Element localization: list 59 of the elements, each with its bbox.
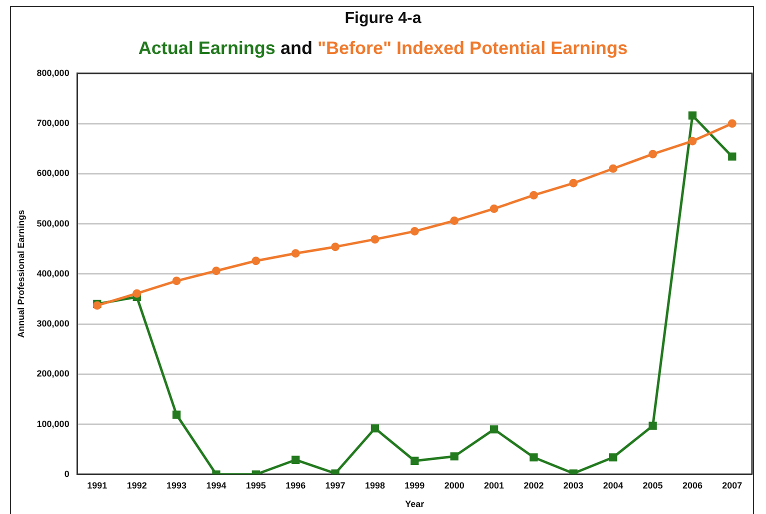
point: [450, 452, 458, 460]
x-tick-label: 1998: [364, 480, 385, 490]
point: [410, 227, 419, 236]
x-tick-label: 1994: [206, 480, 226, 490]
text: Actual Earnings: [138, 38, 276, 58]
point: [172, 276, 181, 286]
x-tick-label: 1999: [404, 480, 425, 490]
point: [370, 235, 380, 244]
point: [252, 256, 260, 266]
point: [490, 204, 498, 213]
y-tick-label: 700,000: [36, 118, 70, 128]
y-axis-title: Annual Professional Earnings: [16, 210, 26, 338]
point: [450, 216, 459, 226]
x-tick-label: 2004: [603, 480, 624, 490]
chart-title: Figure 4-a: [344, 10, 422, 28]
point: [609, 453, 618, 462]
x-tick-label: 1992: [126, 480, 147, 490]
text: "Before" Indexed Potential Earnings: [317, 38, 628, 58]
point: [648, 422, 657, 430]
point: [529, 190, 538, 200]
text: and: [279, 38, 314, 58]
x-tick-label: 1993: [166, 480, 187, 490]
x-tick-label: 1996: [286, 480, 306, 490]
x-tick-label: 2000: [444, 480, 464, 490]
x-tick-label: 2006: [682, 480, 702, 490]
x-tick-label: 2002: [524, 480, 544, 490]
point: [132, 289, 142, 298]
y-tick-label: 800,000: [36, 68, 70, 78]
x-tick-label: 2005: [642, 480, 663, 490]
point: [370, 424, 380, 432]
point: [291, 249, 300, 258]
x-tick-label: 1995: [246, 480, 266, 490]
x-tick-label: 1991: [87, 480, 108, 490]
point: [728, 119, 736, 128]
point: [212, 266, 220, 276]
x-tick-label: 2003: [563, 480, 584, 490]
point: [490, 425, 498, 434]
x-axis-title: Year: [405, 499, 425, 510]
point: [608, 164, 618, 173]
y-tick-label: 400,000: [36, 268, 70, 278]
y-tick-label: 600,000: [36, 168, 70, 178]
point: [569, 178, 578, 188]
point: [688, 136, 697, 146]
point: [172, 410, 181, 419]
y-tick-label: 100,000: [36, 418, 70, 429]
y-tick-label: 200,000: [36, 368, 70, 379]
point: [410, 456, 419, 465]
point: [292, 456, 300, 464]
y-tick-label: 0: [64, 468, 70, 479]
y-tick-label: 500,000: [36, 218, 70, 228]
point: [530, 453, 538, 462]
x-tick-label: 2001: [484, 480, 504, 490]
point: [331, 242, 340, 252]
point: [648, 150, 658, 158]
y-tick-label: 300,000: [36, 318, 70, 329]
x-tick-label: 2007: [722, 480, 742, 490]
x-tick-label: 1997: [325, 480, 346, 490]
point: [688, 111, 697, 120]
point: [728, 152, 736, 161]
